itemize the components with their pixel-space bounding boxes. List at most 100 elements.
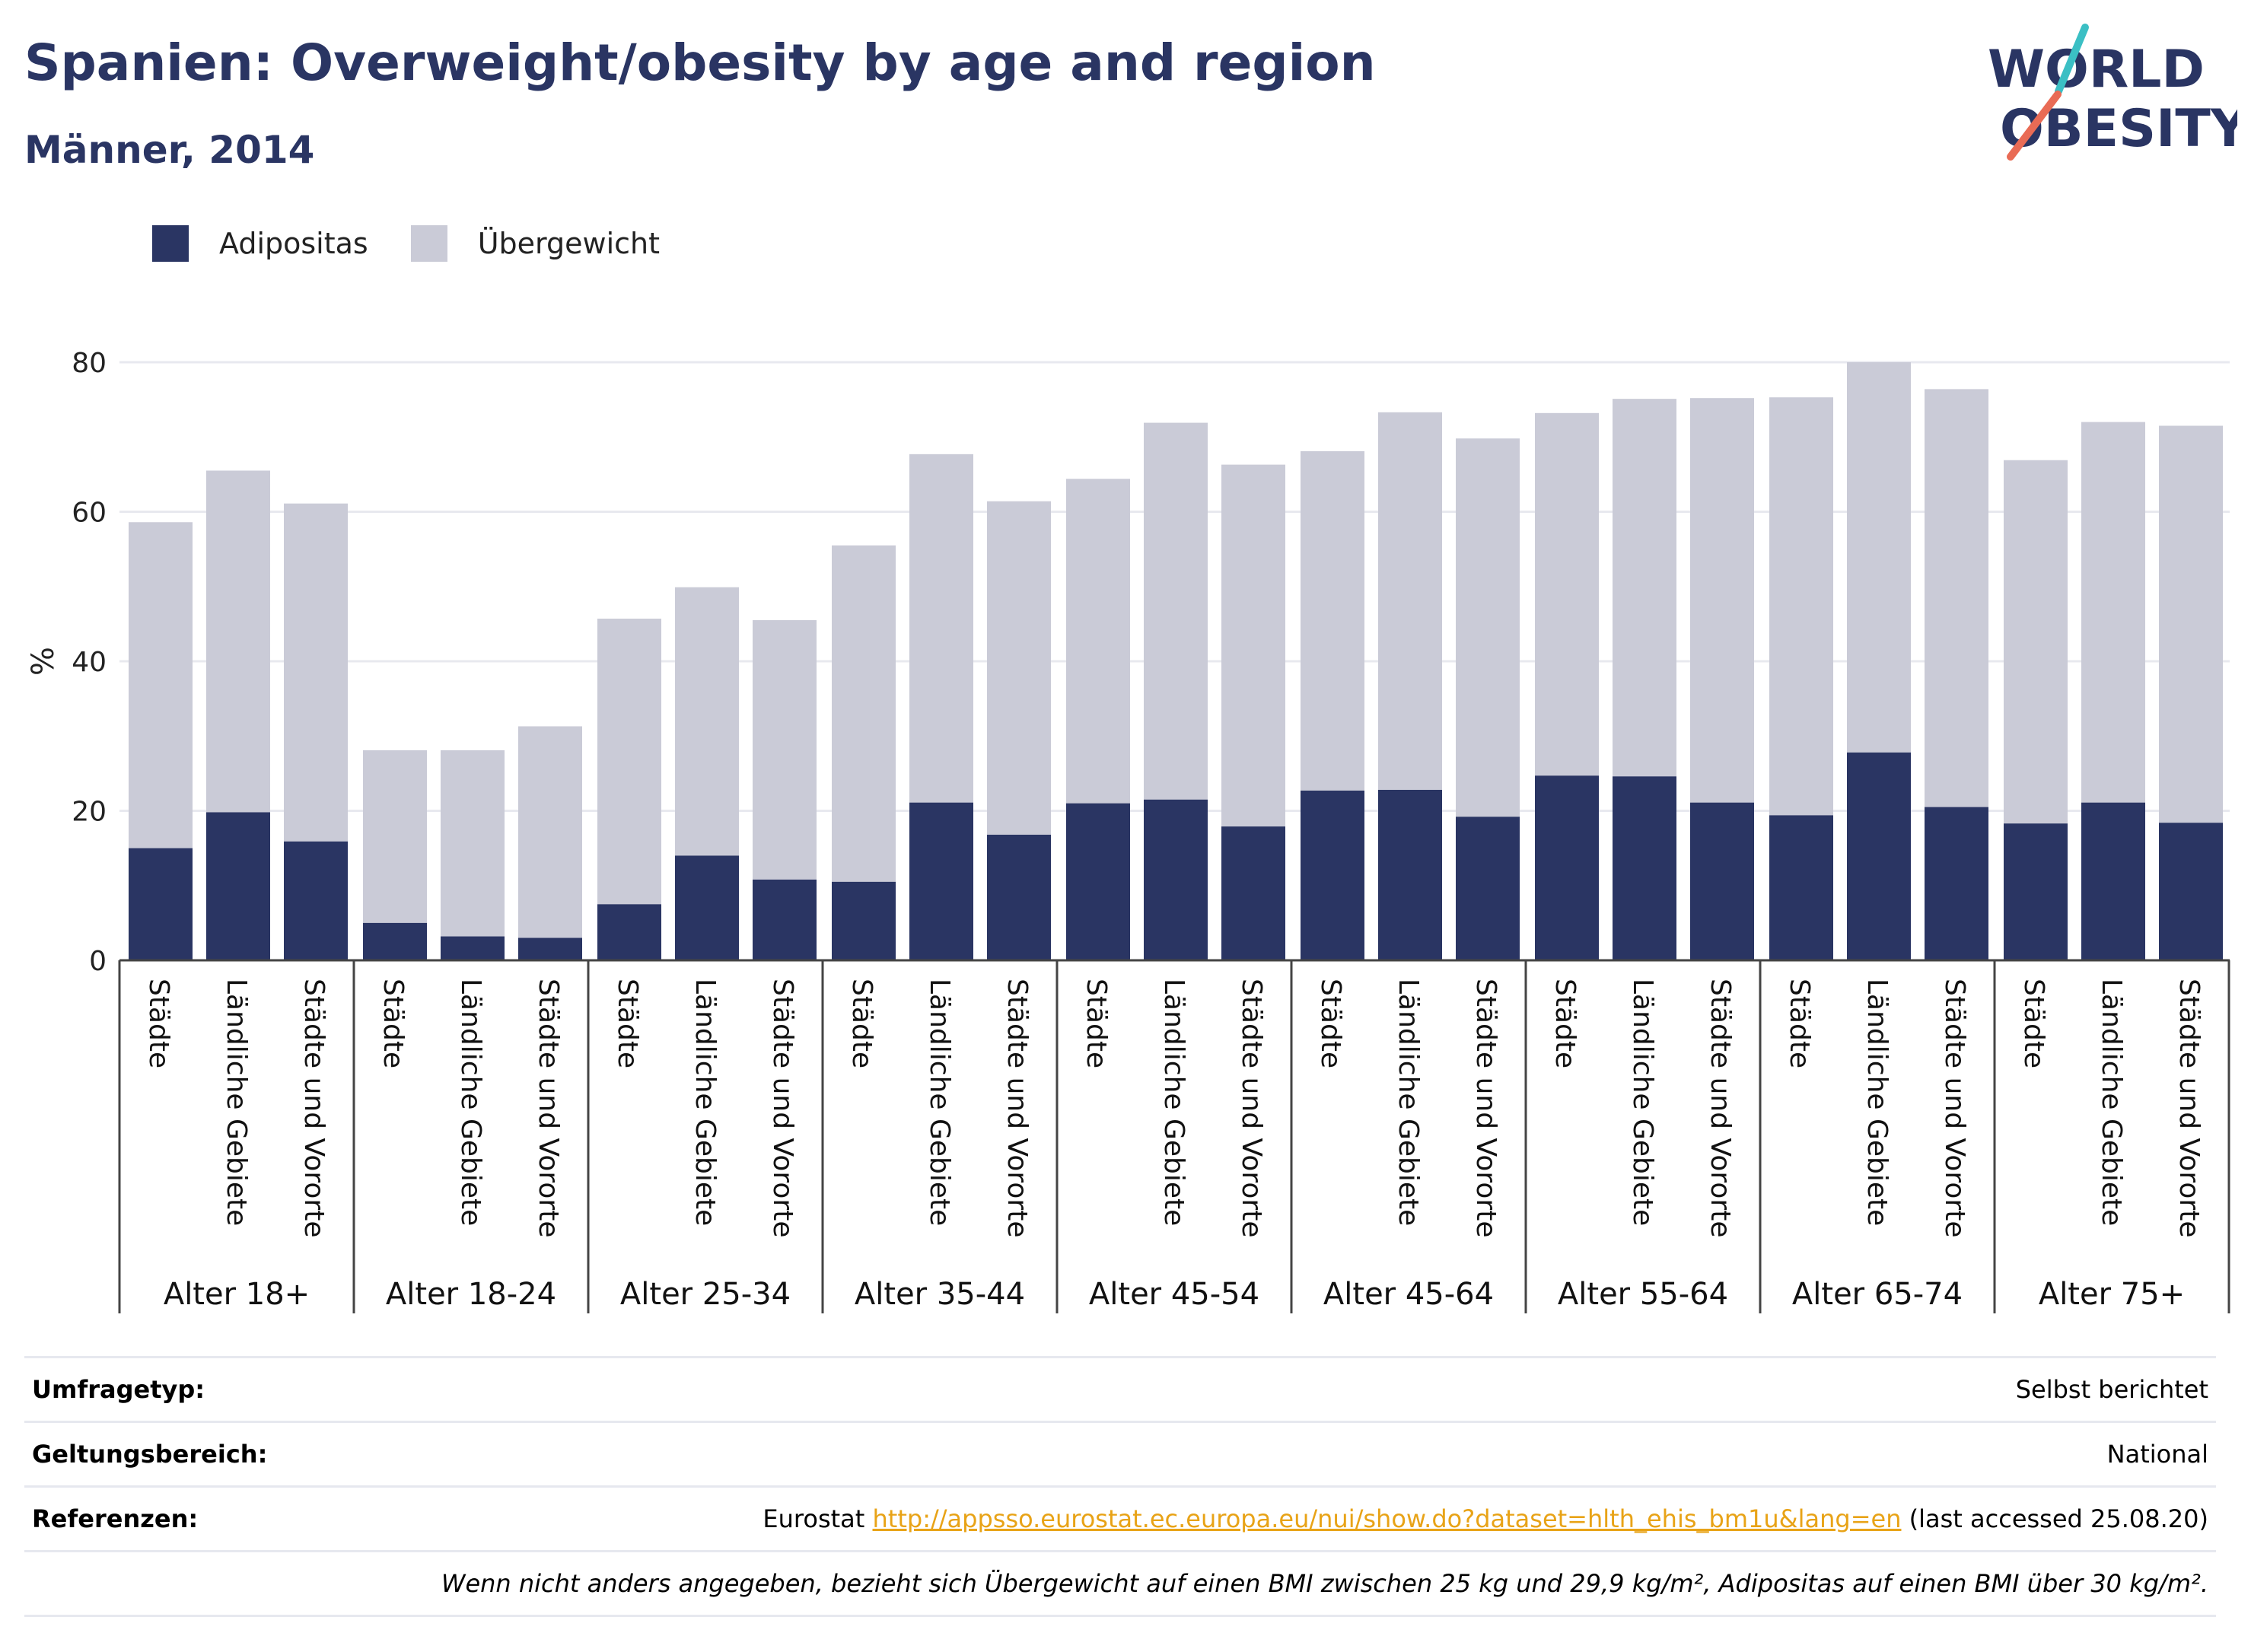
- bar-overweight: [1613, 399, 1676, 777]
- category-label: Ländliche Gebiete: [924, 979, 955, 1226]
- chart-footer: Umfragetyp: Selbst berichtet Geltungsber…: [24, 1356, 2216, 1617]
- bar-overweight: [2159, 425, 2223, 823]
- scope-label: Geltungsbereich:: [32, 1440, 268, 1469]
- footer-row-survey: Umfragetyp: Selbst berichtet: [24, 1356, 2216, 1421]
- footer-row-scope: Geltungsbereich: National: [24, 1421, 2216, 1485]
- category-label: Städte: [1784, 979, 1815, 1068]
- group-label: Alter 75+: [2039, 1277, 2185, 1312]
- category-label: Städte und Vororte: [298, 979, 330, 1237]
- logo-line1: WORLD: [1988, 40, 2205, 100]
- bar-overweight: [206, 470, 270, 813]
- bar-obesity: [518, 937, 582, 960]
- category-label: Städte und Vororte: [1705, 979, 1736, 1237]
- references-accessed: (last accessed 25.08.20): [1909, 1504, 2208, 1533]
- category-label: Städte und Vororte: [1939, 979, 1970, 1237]
- world-obesity-logo: WORLD OBESITY: [1988, 24, 2237, 161]
- bar-obesity: [1690, 802, 1754, 960]
- bar-overweight: [284, 503, 348, 842]
- category-label: Ländliche Gebiete: [1393, 979, 1424, 1226]
- y-tick-label: 80: [72, 348, 107, 379]
- bar-obesity: [1144, 799, 1208, 960]
- bar-obesity: [1456, 816, 1520, 960]
- category-label: Ländliche Gebiete: [1861, 979, 1893, 1226]
- survey-type-value: Selbst berichtet: [2015, 1375, 2208, 1404]
- category-label: Ländliche Gebiete: [1627, 979, 1658, 1226]
- bar-obesity: [206, 812, 270, 960]
- category-label: Städte: [143, 979, 174, 1068]
- bar-overweight: [2004, 460, 2068, 824]
- logo-line2: OBESITY: [2000, 99, 2237, 159]
- bar-obesity: [441, 936, 505, 960]
- bmi-definition-note: Wenn nicht anders angegeben, bezieht sic…: [441, 1569, 2208, 1598]
- legend-swatch-adipositas: [152, 225, 189, 262]
- bar-overweight: [1378, 412, 1442, 790]
- bar-obesity: [363, 922, 427, 960]
- bar-overweight: [518, 726, 582, 938]
- chart-subtitle: Männer, 2014: [24, 128, 315, 172]
- bar-overweight: [1221, 464, 1285, 827]
- bar-overweight: [987, 501, 1051, 835]
- legend-item-uebergewicht[interactable]: Übergewicht: [410, 225, 660, 262]
- scope-value: National: [2106, 1440, 2208, 1469]
- bar-overweight: [1769, 397, 1833, 816]
- category-label: Ländliche Gebiete: [689, 979, 721, 1226]
- category-label: Städte: [1081, 979, 1112, 1068]
- bar-overweight: [363, 750, 427, 923]
- bar-obesity: [1925, 807, 1988, 960]
- chart-legend: Adipositas Übergewicht: [152, 225, 702, 262]
- y-tick-label: 60: [72, 498, 107, 529]
- bar-obesity: [987, 834, 1051, 960]
- bar-obesity: [909, 802, 973, 960]
- references-label: Referenzen:: [32, 1504, 199, 1533]
- stacked-bar-chart: 0 20 40 60 80% Städte Ländliche Gebiete Städte …: [26, 348, 2230, 1313]
- group-label: Alter 18-24: [386, 1277, 556, 1312]
- footer-row-note: Wenn nicht anders angegeben, bezieht sic…: [24, 1550, 2216, 1617]
- bar-overweight: [909, 454, 973, 803]
- group-label: Alter 45-64: [1323, 1277, 1494, 1312]
- category-label: Städte und Vororte: [1001, 979, 1033, 1237]
- group-label: Alter 35-44: [855, 1277, 1025, 1312]
- bar-obesity: [1535, 775, 1599, 960]
- category-label: Städte: [377, 979, 409, 1068]
- category-label: Ländliche Gebiete: [1158, 979, 1189, 1226]
- y-axis-label: %: [26, 647, 61, 676]
- y-tick-label: 40: [72, 647, 107, 678]
- logo-stripe-teal: [2055, 24, 2089, 95]
- bar-overweight: [1535, 412, 1599, 776]
- group-label: Alter 55-64: [1558, 1277, 1728, 1312]
- legend-item-adipositas[interactable]: Adipositas: [152, 225, 368, 262]
- group-label: Alter 25-34: [620, 1277, 791, 1312]
- bar-obesity: [675, 855, 739, 960]
- bar-obesity: [1769, 815, 1833, 960]
- bar-overweight: [1847, 362, 1911, 753]
- bar-overweight: [2081, 422, 2145, 803]
- bar-obesity: [753, 879, 817, 960]
- category-label: Städte: [2018, 979, 2049, 1068]
- bar-overweight: [753, 619, 817, 880]
- bar-overweight: [1066, 479, 1130, 804]
- category-label: Städte und Vororte: [1470, 979, 1501, 1237]
- category-label: Städte: [846, 979, 877, 1068]
- references-value: Eurostat http://appsso.eurostat.ec.europ…: [763, 1504, 2208, 1533]
- category-label: Städte und Vororte: [2173, 979, 2205, 1237]
- group-label: Alter 45-54: [1089, 1277, 1259, 1312]
- references-link[interactable]: http://appsso.eurostat.ec.europa.eu/nui/…: [872, 1504, 1902, 1533]
- category-label: Ländliche Gebiete: [455, 979, 486, 1226]
- bar-obesity: [2159, 823, 2223, 960]
- legend-swatch-uebergewicht: [410, 225, 447, 262]
- group-label: Alter 65-74: [1792, 1277, 1963, 1312]
- category-label: Städte und Vororte: [533, 979, 564, 1237]
- bar-overweight: [597, 618, 661, 905]
- bar-obesity: [1847, 752, 1911, 960]
- bar-obesity: [1301, 790, 1364, 960]
- bar-obesity: [2004, 823, 2068, 960]
- category-label: Städte und Vororte: [1236, 979, 1267, 1237]
- category-label: Ländliche Gebiete: [2096, 979, 2127, 1226]
- bar-overweight: [675, 587, 739, 856]
- y-tick-label: 20: [72, 797, 107, 828]
- bar-obesity: [1221, 826, 1285, 960]
- bar-overweight: [1925, 389, 1988, 807]
- bar-obesity: [284, 841, 348, 960]
- category-label: Städte: [1549, 979, 1581, 1068]
- survey-type-label: Umfragetyp:: [32, 1375, 205, 1404]
